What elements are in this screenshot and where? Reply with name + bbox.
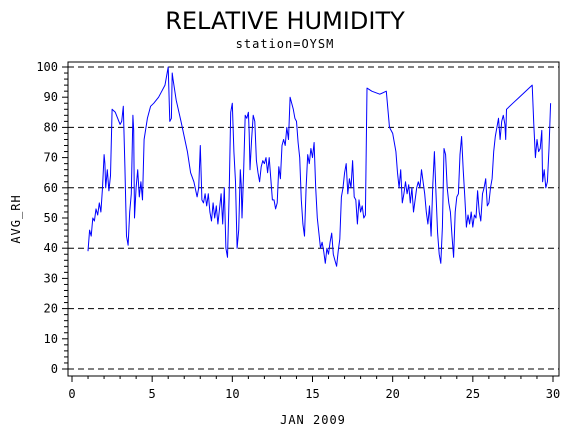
x-tick-label: 15 [305,387,319,401]
plot-area [67,61,560,377]
y-tick-label: 90 [44,90,58,104]
y-axis: 0 10 20 30 40 50 60 70 80 90 100 [36,60,68,376]
series-line-0 [87,66,552,267]
plot-frame [67,61,560,377]
x-tick-label: 5 [149,387,156,401]
y-tick-label: 30 [44,271,58,285]
x-axis: 0 5 10 15 20 25 30 [68,376,560,401]
series-group [87,66,552,267]
x-tick-label: 25 [466,387,480,401]
y-axis-label: AVG_RH [9,194,23,243]
x-tick-label: 10 [225,387,239,401]
x-axis-label: JAN 2009 [280,413,346,427]
y-tick-label: 10 [44,332,58,346]
x-tick-label: 30 [546,387,560,401]
y-tick-label: 80 [44,120,58,134]
y-tick-label: 0 [51,362,58,376]
y-tick-label: 70 [44,151,58,165]
reference-lines [68,66,559,370]
chart-title: RELATIVE HUMIDITY [165,7,405,35]
y-tick-label: 20 [44,302,58,316]
x-tick-label: 20 [385,387,399,401]
y-tick-label: 40 [44,241,58,255]
y-tick-label: 60 [44,181,58,195]
x-tick-label: 0 [68,387,75,401]
y-tick-label: 100 [36,60,58,74]
y-tick-label: 50 [44,211,58,225]
chart-subtitle: station=OYSM [236,37,335,51]
